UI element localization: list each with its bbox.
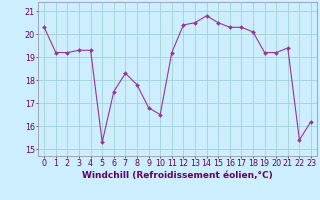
X-axis label: Windchill (Refroidissement éolien,°C): Windchill (Refroidissement éolien,°C) — [82, 171, 273, 180]
